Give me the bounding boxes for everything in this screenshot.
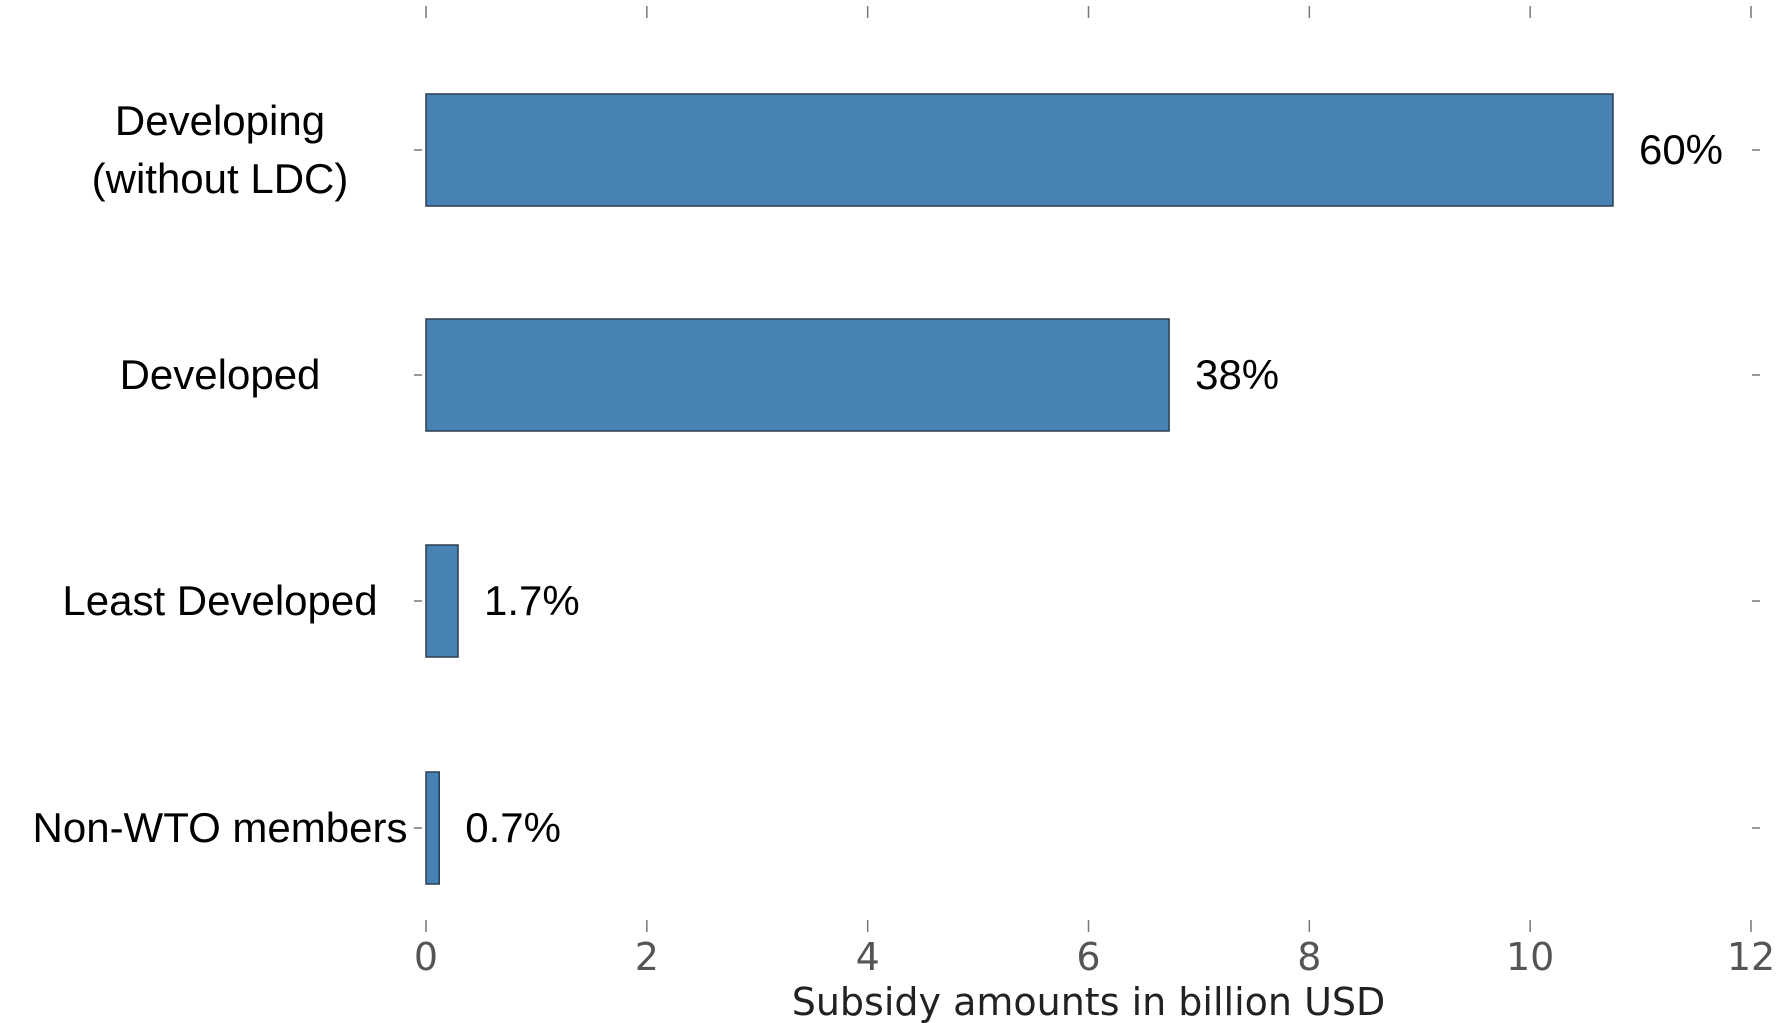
x-tick-label: 0	[414, 935, 438, 979]
category-label: (without LDC)	[92, 155, 349, 202]
bar	[425, 771, 440, 885]
x-axis-title: Subsidy amounts in billion USD	[792, 980, 1386, 1023]
bar	[425, 93, 1614, 207]
bars-layer	[425, 93, 1614, 885]
category-label: Non-WTO members	[33, 804, 408, 851]
category-labels: Developing (without LDC) Developed Least De…	[33, 97, 408, 851]
bar	[425, 318, 1170, 432]
data-labels: 60% 38% 1.7% 0.7%	[465, 126, 1723, 851]
data-label: 60%	[1639, 126, 1723, 173]
x-tick-label: 8	[1297, 935, 1321, 979]
data-label: 1.7%	[484, 577, 580, 624]
bar	[425, 544, 459, 658]
data-label: 0.7%	[465, 804, 561, 851]
x-tick-label: 10	[1506, 935, 1554, 979]
data-label: 38%	[1195, 351, 1279, 398]
x-tick-label: 6	[1076, 935, 1100, 979]
x-tick-label: 4	[856, 935, 880, 979]
category-label: Developed	[120, 351, 321, 398]
x-axis: 0 2 4 6 8 10 12	[414, 6, 1775, 979]
category-label: Developing	[115, 97, 325, 144]
x-tick-label: 2	[635, 935, 659, 979]
category-label: Least Developed	[62, 577, 377, 624]
x-tick-label: 12	[1727, 935, 1775, 979]
